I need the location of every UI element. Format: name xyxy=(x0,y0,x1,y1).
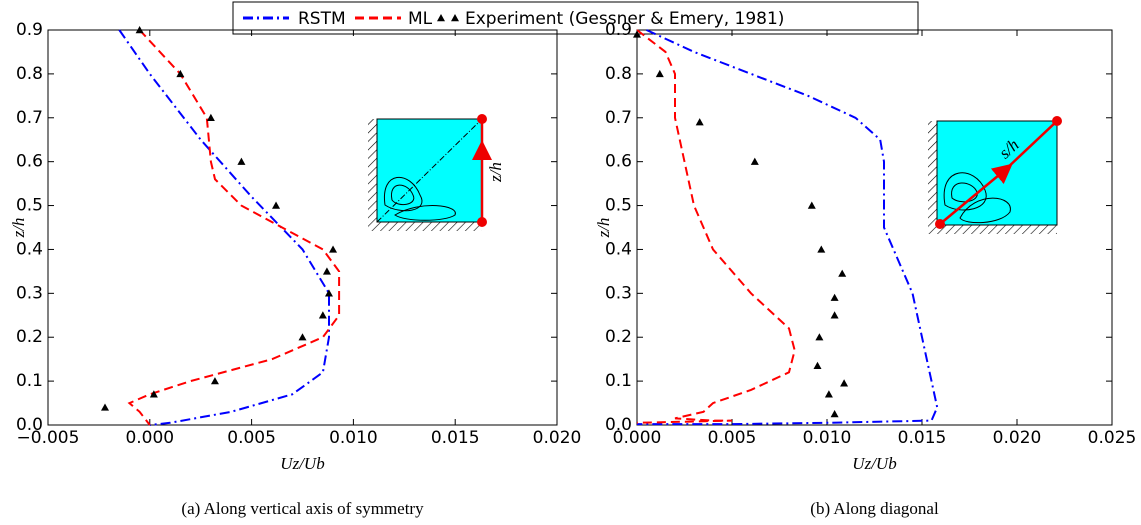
data-point xyxy=(807,201,816,209)
data-point xyxy=(149,390,158,398)
data-point xyxy=(830,410,839,418)
x-tick-label: 0.025 xyxy=(1088,428,1137,448)
data-point xyxy=(176,69,185,78)
legend-marker xyxy=(437,14,459,22)
x-tick-label: 0.005 xyxy=(708,428,757,448)
data-point xyxy=(272,201,281,209)
data-point xyxy=(206,113,215,121)
y-tick-label: 0.0 xyxy=(605,415,632,435)
data-point xyxy=(298,333,307,341)
y-tick-label: 0.9 xyxy=(16,20,43,40)
data-point xyxy=(633,30,641,38)
legend: RSTM ML Experiment (Gessner & Emery, 1981) xyxy=(243,9,784,29)
data-point xyxy=(815,333,824,341)
data-point xyxy=(322,267,331,275)
caption: (a) Along vertical axis of symmetry xyxy=(181,499,424,518)
data-point xyxy=(210,377,219,385)
x-tick-label: 0.020 xyxy=(993,428,1042,448)
plot-frame xyxy=(47,29,558,426)
y-tick-label: 0.8 xyxy=(605,64,632,84)
plot-frame xyxy=(636,29,1113,426)
y-tick-label: 0.5 xyxy=(605,196,632,216)
y-tick-label: 0.1 xyxy=(605,371,632,391)
data-point xyxy=(840,379,849,387)
y-tick-label: 0.5 xyxy=(16,196,43,216)
x-tick-label: 0.000 xyxy=(613,428,662,448)
caption: (b) Along diagonal xyxy=(810,499,939,518)
data-point xyxy=(318,311,327,319)
legend-label: RSTM xyxy=(298,9,346,29)
y-tick-label: 0.7 xyxy=(605,108,632,128)
data-point xyxy=(695,118,704,126)
y-tick-label: 0.4 xyxy=(16,239,43,259)
data-line xyxy=(637,29,939,426)
y-tick-label: 0.2 xyxy=(16,327,43,347)
x-tick-label: 0.020 xyxy=(533,428,582,448)
y-tick-label: 0.2 xyxy=(605,327,632,347)
x-tick-label: 0.000 xyxy=(125,428,174,448)
x-axis-label: Uz/Ub xyxy=(852,454,896,473)
y-tick-label: 0.1 xyxy=(16,371,43,391)
y-tick-label: 0.4 xyxy=(605,239,632,259)
x-tick-label: 0.015 xyxy=(431,428,480,448)
y-tick-label: 0.6 xyxy=(605,152,632,172)
data-point xyxy=(830,293,839,301)
data-point xyxy=(135,26,144,34)
data-point xyxy=(324,289,333,297)
data-point xyxy=(101,403,110,411)
legend-label: ML xyxy=(408,9,433,29)
data-point xyxy=(750,157,759,165)
x-tick-label: 0.005 xyxy=(227,428,276,448)
data-line xyxy=(118,29,330,426)
x-tick-label: 0.010 xyxy=(329,428,378,448)
data-point xyxy=(813,361,822,369)
y-tick-label: 0.3 xyxy=(605,283,632,303)
x-tick-label: 0.015 xyxy=(898,428,947,448)
inset-a: z/h xyxy=(368,114,505,231)
data-point xyxy=(237,157,246,165)
y-axis-label: z/h xyxy=(9,218,28,239)
data-line xyxy=(636,29,796,424)
y-tick-label: 0.0 xyxy=(16,415,43,435)
x-tick-label: −0.005 xyxy=(17,428,80,448)
legend-frame xyxy=(232,1,919,35)
inset-b: s/h xyxy=(928,116,1062,234)
data-point xyxy=(655,69,664,78)
y-tick-label: 0.8 xyxy=(16,64,43,84)
inset-label: z/h xyxy=(486,162,505,183)
data-line xyxy=(127,29,341,426)
data-point xyxy=(817,245,826,253)
y-tick-label: 0.7 xyxy=(16,108,43,128)
x-tick-label: 0.010 xyxy=(803,428,852,448)
y-tick-label: 0.9 xyxy=(605,20,632,40)
data-point xyxy=(838,269,847,277)
x-axis-label: Uz/Ub xyxy=(280,454,324,473)
data-point xyxy=(824,390,833,398)
y-axis-label: z/h xyxy=(594,218,613,239)
legend-label: Experiment (Gessner & Emery, 1981) xyxy=(465,9,784,29)
data-point xyxy=(329,245,338,253)
y-tick-label: 0.3 xyxy=(16,283,43,303)
y-tick-label: 0.6 xyxy=(16,152,43,172)
data-point xyxy=(830,311,839,319)
